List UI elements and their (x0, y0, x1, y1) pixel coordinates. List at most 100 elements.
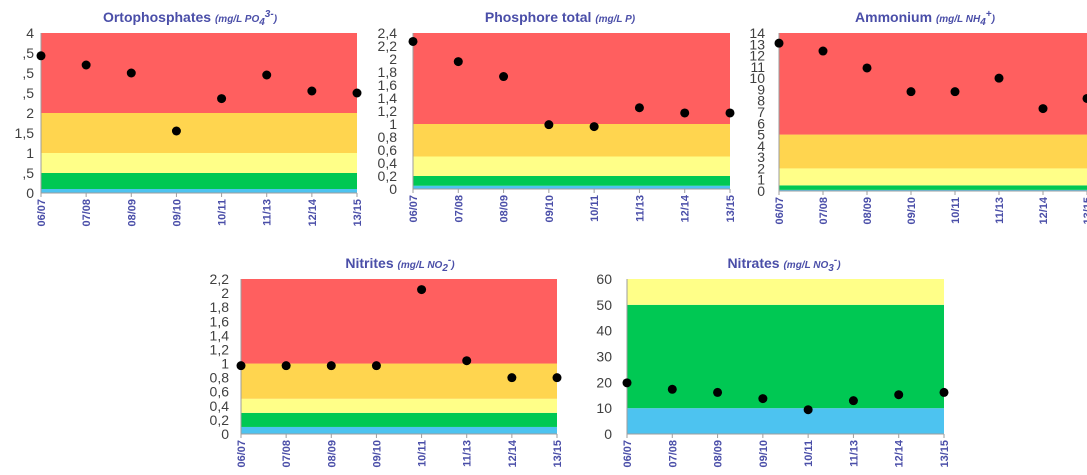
data-point (81, 60, 91, 70)
y-tick-label: 60 (596, 271, 612, 287)
quality-band (779, 33, 1087, 135)
y-tick-label: 0,4 (210, 398, 230, 414)
x-tick-label: 07/08 (667, 440, 679, 468)
x-tick-label: 08/09 (126, 199, 138, 227)
chart-4: 0 10 20 30 40 50 60 06/07 07/08 08/09 09/10 10/11 11… (596, 255, 951, 468)
data-point (499, 72, 509, 82)
x-tick-label: 09/10 (758, 440, 770, 468)
y-tick-label: 4 (26, 25, 34, 41)
quality-band (779, 134, 1087, 169)
y-tick-label: 2 (221, 285, 229, 301)
y-tick-label: 10 (749, 70, 765, 86)
quality-band (779, 189, 1087, 191)
x-tick-label: 11/13 (994, 197, 1006, 224)
y-tick-label: 0,2 (378, 168, 398, 184)
y-tick-label: ,5 (22, 45, 34, 61)
y-tick-label: 0,6 (378, 142, 398, 158)
y-tick-label: ,5 (22, 165, 34, 181)
chart-title-text: Nitrates (727, 255, 783, 271)
y-tick-label: 7 (757, 104, 765, 120)
y-tick-label: 1 (757, 172, 765, 188)
x-tick-label: 12/14 (307, 198, 319, 226)
data-point (894, 390, 904, 400)
quality-band (241, 279, 557, 364)
chart-title-text: Nitrites (345, 255, 397, 271)
quality-band (413, 185, 730, 189)
quality-band (241, 363, 557, 399)
quality-band (41, 153, 357, 173)
x-tick-label: 10/11 (950, 197, 962, 224)
y-tick-label: 4 (757, 138, 765, 154)
data-point (939, 387, 949, 397)
x-tick-label: 08/09 (862, 197, 874, 225)
data-point (281, 361, 291, 371)
quality-band (413, 176, 730, 186)
data-point (417, 285, 427, 295)
y-tick-label: 2,4 (378, 25, 398, 41)
chart-unit-text: 4 (979, 17, 986, 28)
x-tick-label: 13/15 (939, 440, 951, 468)
x-tick-label: 08/09 (326, 440, 338, 468)
x-tick-label: 09/10 (906, 197, 918, 225)
y-tick-label: 0 (26, 185, 34, 201)
y-tick-label: 0,8 (378, 129, 398, 145)
y-tick-label: 2 (757, 160, 765, 176)
chart-unit-text: + (986, 9, 992, 20)
x-tick-label: 13/15 (352, 199, 364, 227)
data-point (774, 38, 784, 48)
chart-3: 00,20,40,60,811,21,41,61,822,206/07 07/08… (210, 255, 564, 468)
y-tick-label: 1,8 (378, 64, 398, 80)
x-tick-label: 13/15 (725, 195, 737, 223)
x-tick-label: 09/10 (371, 440, 383, 468)
x-tick-label: 06/07 (774, 197, 786, 225)
y-tick-label: 6 (757, 115, 765, 131)
y-tick-label: ,5 (22, 85, 34, 101)
quality-band (413, 156, 730, 176)
y-tick-label: 40 (596, 323, 612, 339)
x-tick-label: 07/08 (81, 199, 93, 227)
chart-unit-text: ) (450, 260, 455, 271)
data-point (803, 405, 813, 415)
data-point (36, 51, 46, 61)
chart-title: Phosphore total (mg/L P) (485, 9, 636, 25)
chart-title-text: Ortophosphates (103, 9, 215, 25)
x-tick-label: 12/14 (894, 439, 906, 467)
data-point (352, 88, 362, 98)
chart-title: Nitrates (mg/L NO3-) (727, 255, 841, 274)
y-tick-label: 0,2 (210, 412, 230, 428)
data-point (236, 361, 246, 371)
y-tick-label: 8 (757, 93, 765, 109)
y-tick-label: 2,2 (210, 271, 230, 287)
data-point (217, 94, 227, 104)
chart-unit-text: 3- (265, 9, 275, 20)
y-tick-label: 12 (749, 48, 765, 64)
y-tick-label: 1,8 (210, 299, 230, 315)
chart-title: Ortophosphates (mg/L PO43-) (103, 9, 278, 28)
data-point (307, 86, 317, 96)
y-tick-label: 1,2 (210, 341, 230, 357)
y-tick-label: 1 (26, 145, 34, 161)
chart-unit-text: 2 (441, 263, 448, 274)
data-point (326, 361, 336, 371)
y-tick-label: 1 (389, 116, 397, 132)
y-tick-label: 14 (749, 25, 765, 41)
x-tick-label: 11/13 (634, 195, 646, 222)
data-point (848, 396, 858, 406)
x-tick-label: 11/13 (848, 440, 860, 467)
data-point (862, 63, 872, 73)
x-tick-label: 11/13 (462, 440, 474, 467)
data-point (262, 70, 272, 80)
y-tick-label: 0 (221, 426, 229, 442)
chart-title-text: Ammonium (855, 9, 936, 25)
data-point (950, 87, 960, 97)
chart-unit-text: ) (991, 14, 996, 25)
chart-title: Nitrites (mg/L NO2-) (345, 255, 455, 274)
y-tick-label: 20 (596, 374, 612, 390)
x-tick-label: 07/08 (453, 195, 465, 223)
y-tick-label: 0,8 (210, 370, 230, 386)
x-tick-label: 06/07 (36, 199, 48, 227)
chart-unit-text: ) (836, 260, 841, 271)
data-point (622, 378, 632, 388)
data-point (818, 46, 828, 56)
